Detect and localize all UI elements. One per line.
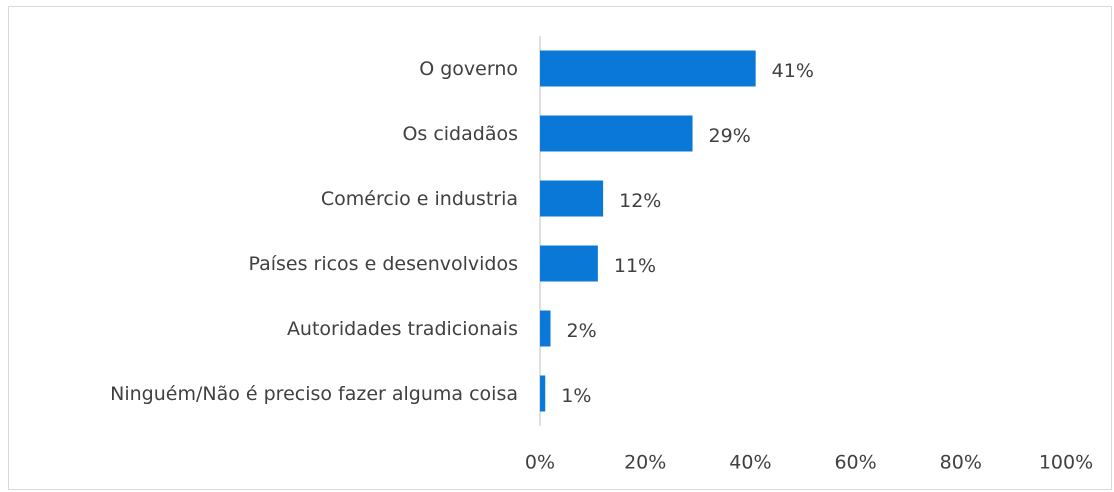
y-tick-label: Países ricos e desenvolvidos [18, 224, 518, 304]
y-tick-label: Os cidadãos [18, 94, 518, 174]
y-tick-label: Ninguém/Não é preciso fazer alguma coisa [18, 354, 518, 434]
x-tick-label: 60% [834, 452, 876, 474]
x-tick-label: 100% [1039, 452, 1093, 474]
x-tick-label: 40% [729, 452, 771, 474]
y-tick-label: O governo [18, 29, 518, 109]
y-tick-label: Autoridades tradicionais [18, 289, 518, 369]
bar [540, 375, 546, 412]
bar [540, 310, 551, 347]
bar [540, 50, 756, 87]
category-text: Ninguém/Não é preciso fazer alguma coisa [110, 382, 518, 405]
data-label: 12% [619, 190, 661, 212]
data-label: 2% [567, 320, 597, 342]
category-text: Os cidadãos [402, 122, 518, 145]
category-text: Comércio e industria [320, 187, 518, 210]
data-label: 11% [614, 255, 656, 277]
x-tick-label: 20% [624, 452, 666, 474]
chart-frame [8, 6, 1112, 490]
category-text: Países ricos e desenvolvidos [248, 252, 518, 275]
y-tick-label: Comércio e industria [18, 159, 518, 239]
x-tick-label: 0% [525, 452, 555, 474]
bar [540, 245, 598, 282]
bar [540, 115, 693, 152]
data-label: 41% [772, 60, 814, 82]
category-text: Autoridades tradicionais [286, 317, 518, 340]
data-label: 1% [561, 385, 591, 407]
data-label: 29% [709, 125, 751, 147]
x-tick-label: 80% [940, 452, 982, 474]
bar [540, 180, 604, 217]
category-text: O governo [419, 57, 518, 80]
